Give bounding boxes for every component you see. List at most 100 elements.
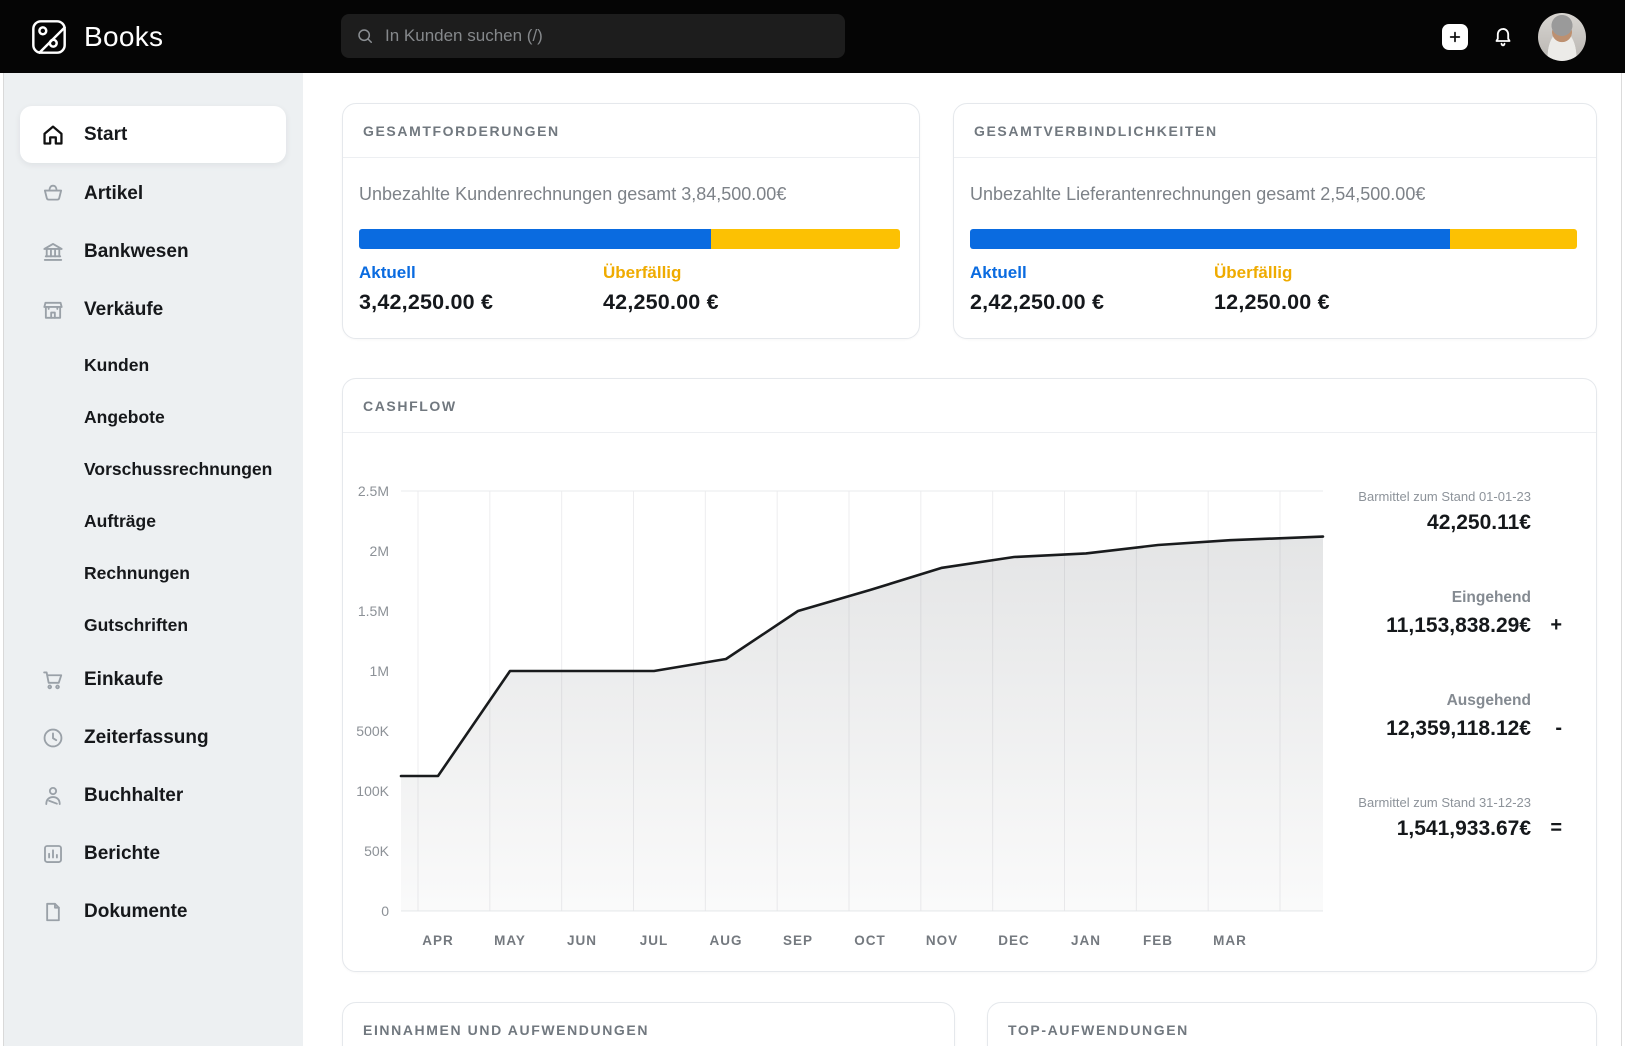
svg-text:50K: 50K [364,843,390,859]
overdue-label: Überfällig [1214,263,1293,282]
receivables-current-segment [359,229,711,249]
svg-text:1M: 1M [370,663,389,679]
stat-value: 12,359,118.12€ [1386,717,1531,740]
sidebar-item-start[interactable]: Start [20,106,286,163]
brand-name: Books [84,20,164,52]
svg-text:MAR: MAR [1213,933,1247,948]
store-icon [43,301,63,319]
card-title: CASHFLOW [363,397,457,414]
sidebar-item-label: Artikel [84,183,144,204]
payables-overdue-segment [1449,229,1577,249]
sidebar-item-artikel[interactable]: Artikel [0,165,303,223]
stat-value: 1,541,933.67€ [1396,817,1531,840]
sidebar-item-einkaufe[interactable]: Einkaufe [0,651,303,709]
card-title: EINNAHMEN UND AUFWENDUNGEN [363,1021,650,1038]
sidebar-item-dokumente[interactable]: Dokumente [0,883,303,941]
current-label: Aktuell [359,263,416,282]
sidebar-item-label: Kunden [84,354,150,375]
sidebar-item-zeiterfassung[interactable]: Zeiterfassung [0,709,303,767]
bank-icon [43,243,63,261]
card-title: TOP-AUFWENDUNGEN [1008,1021,1189,1038]
card-income-expense: EINNAHMEN UND AUFWENDUNGEN [342,1002,955,1046]
payables-current-segment [970,229,1450,249]
sidebar-item-gutschriften[interactable]: Gutschriften [0,599,303,651]
brand[interactable]: Books [0,18,163,56]
sidebar-item-label: Dokumente [84,901,188,922]
cashflow-stat: Ausgehend 12,359,118.12€ - [1358,692,1562,741]
sidebar-item-label: Berichte [84,843,161,864]
svg-text:MAY: MAY [494,933,526,948]
search-input[interactable] [385,26,831,46]
sidebar-item-angebote[interactable]: Angebote [0,391,303,443]
svg-text:FEB: FEB [1143,933,1173,948]
stat-operator: - [1555,717,1562,739]
current-value: 2,42,250.00 € [970,290,1105,314]
sidebar-item-label: Buchhalter [84,785,184,806]
overdue-value: 42,250.00 € [603,290,719,314]
sidebar-item-label: Aufträge [84,510,156,531]
add-new-button[interactable] [1442,23,1468,50]
svg-text:AUG: AUG [710,933,743,948]
person-icon [45,786,61,805]
overdue-value: 12,250.00 € [1214,290,1330,314]
svg-text:NOV: NOV [926,933,958,948]
window-right-edge [1621,73,1622,1046]
card-cashflow: CASHFLOW 2.5M 2M 1.5M 1M 500K 100K 50K 0 APR MAY J… [342,378,1597,972]
basket-icon [43,184,63,201]
sidebar-item-label: Angebote [84,406,165,427]
cashflow-stat: Eingehend 11,153,838.29€ + [1358,589,1562,638]
reports-icon [44,845,62,863]
search-icon [358,29,372,43]
stat-value: 42,250.11€ [1427,511,1531,534]
cashflow-chart: 2.5M 2M 1.5M 1M 500K 100K 50K 0 APR MAY JUN JUL AUG S… [356,483,1325,948]
search-bar[interactable] [341,14,845,58]
notifications-button[interactable] [1490,24,1516,50]
sidebar-item-buchhalter[interactable]: Buchhalter [0,767,303,825]
card-receivables-header: GESAMTFORDERUNGEN [343,104,919,158]
sidebar-item-kunden[interactable]: Kunden [0,339,303,391]
receivables-progress-bar [359,229,900,249]
document-icon [46,902,60,922]
current-label: Aktuell [970,263,1027,282]
user-avatar[interactable] [1538,12,1586,61]
sidebar-item-berichte[interactable]: Berichte [0,825,303,883]
window-left-edge [0,73,4,1046]
clock-icon [43,728,63,748]
svg-text:SEP: SEP [783,933,813,948]
sidebar-item-bankwesen[interactable]: Bankwesen [0,223,303,281]
svg-text:JUL: JUL [640,933,669,948]
stat-label: Ausgehend [1446,692,1531,709]
cashflow-stat: Barmittel zum Stand 31-12-23 1,541,933.67… [1358,795,1562,841]
plus-icon [1449,31,1461,42]
sidebar: Start Artikel Bankwesen Verkäufe Kunden Angeb… [0,73,303,1046]
card-title: GESAMTVERBINDLICHKEITEN [974,122,1218,139]
cart-icon [43,671,63,690]
svg-text:JAN: JAN [1071,933,1101,948]
sidebar-item-rechnungen[interactable]: Rechnungen [0,547,303,599]
sidebar-item-vorschussrechnungen[interactable]: Vorschussrechnungen [0,443,303,495]
sidebar-item-label: Start [84,123,128,145]
sidebar-item-label: Vorschussrechnungen [84,458,273,479]
sidebar-item-verkaeufe[interactable]: Verkäufe [0,281,303,339]
svg-text:DEC: DEC [998,933,1030,948]
sidebar-item-label: Rechnungen [84,562,190,583]
svg-text:2.5M: 2.5M [358,483,389,499]
payables-subtitle: Unbezahlte Lieferantenrechnungen gesamt … [970,184,1426,204]
stat-label: Eingehend [1451,589,1531,606]
card-payables: GESAMTVERBINDLICHKEITEN Unbezahlte Liefe… [953,103,1597,339]
stat-operator: + [1550,614,1562,636]
svg-text:JUN: JUN [567,933,597,948]
card-cashflow-header: CASHFLOW [343,379,1596,433]
sidebar-item-auftraege[interactable]: Aufträge [0,495,303,547]
sidebar-item-label: Bankwesen [84,241,189,262]
sidebar-item-label: Einkaufe [84,669,164,690]
cashflow-stats: Barmittel zum Stand 01-01-23 42,250.11€ Ei… [1358,489,1562,895]
card-top-expenses: TOP-AUFWENDUNGEN [987,1002,1597,1046]
card-income-expense-header: EINNAHMEN UND AUFWENDUNGEN [343,1003,954,1046]
svg-text:100K: 100K [356,783,389,799]
stat-label: Barmittel zum Stand 31-12-23 [1358,795,1531,810]
card-payables-header: GESAMTVERBINDLICHKEITEN [954,104,1596,158]
card-top-expenses-header: TOP-AUFWENDUNGEN [988,1003,1596,1046]
cashflow-stat: Barmittel zum Stand 01-01-23 42,250.11€ [1358,489,1531,535]
topbar: Books [0,0,1625,73]
